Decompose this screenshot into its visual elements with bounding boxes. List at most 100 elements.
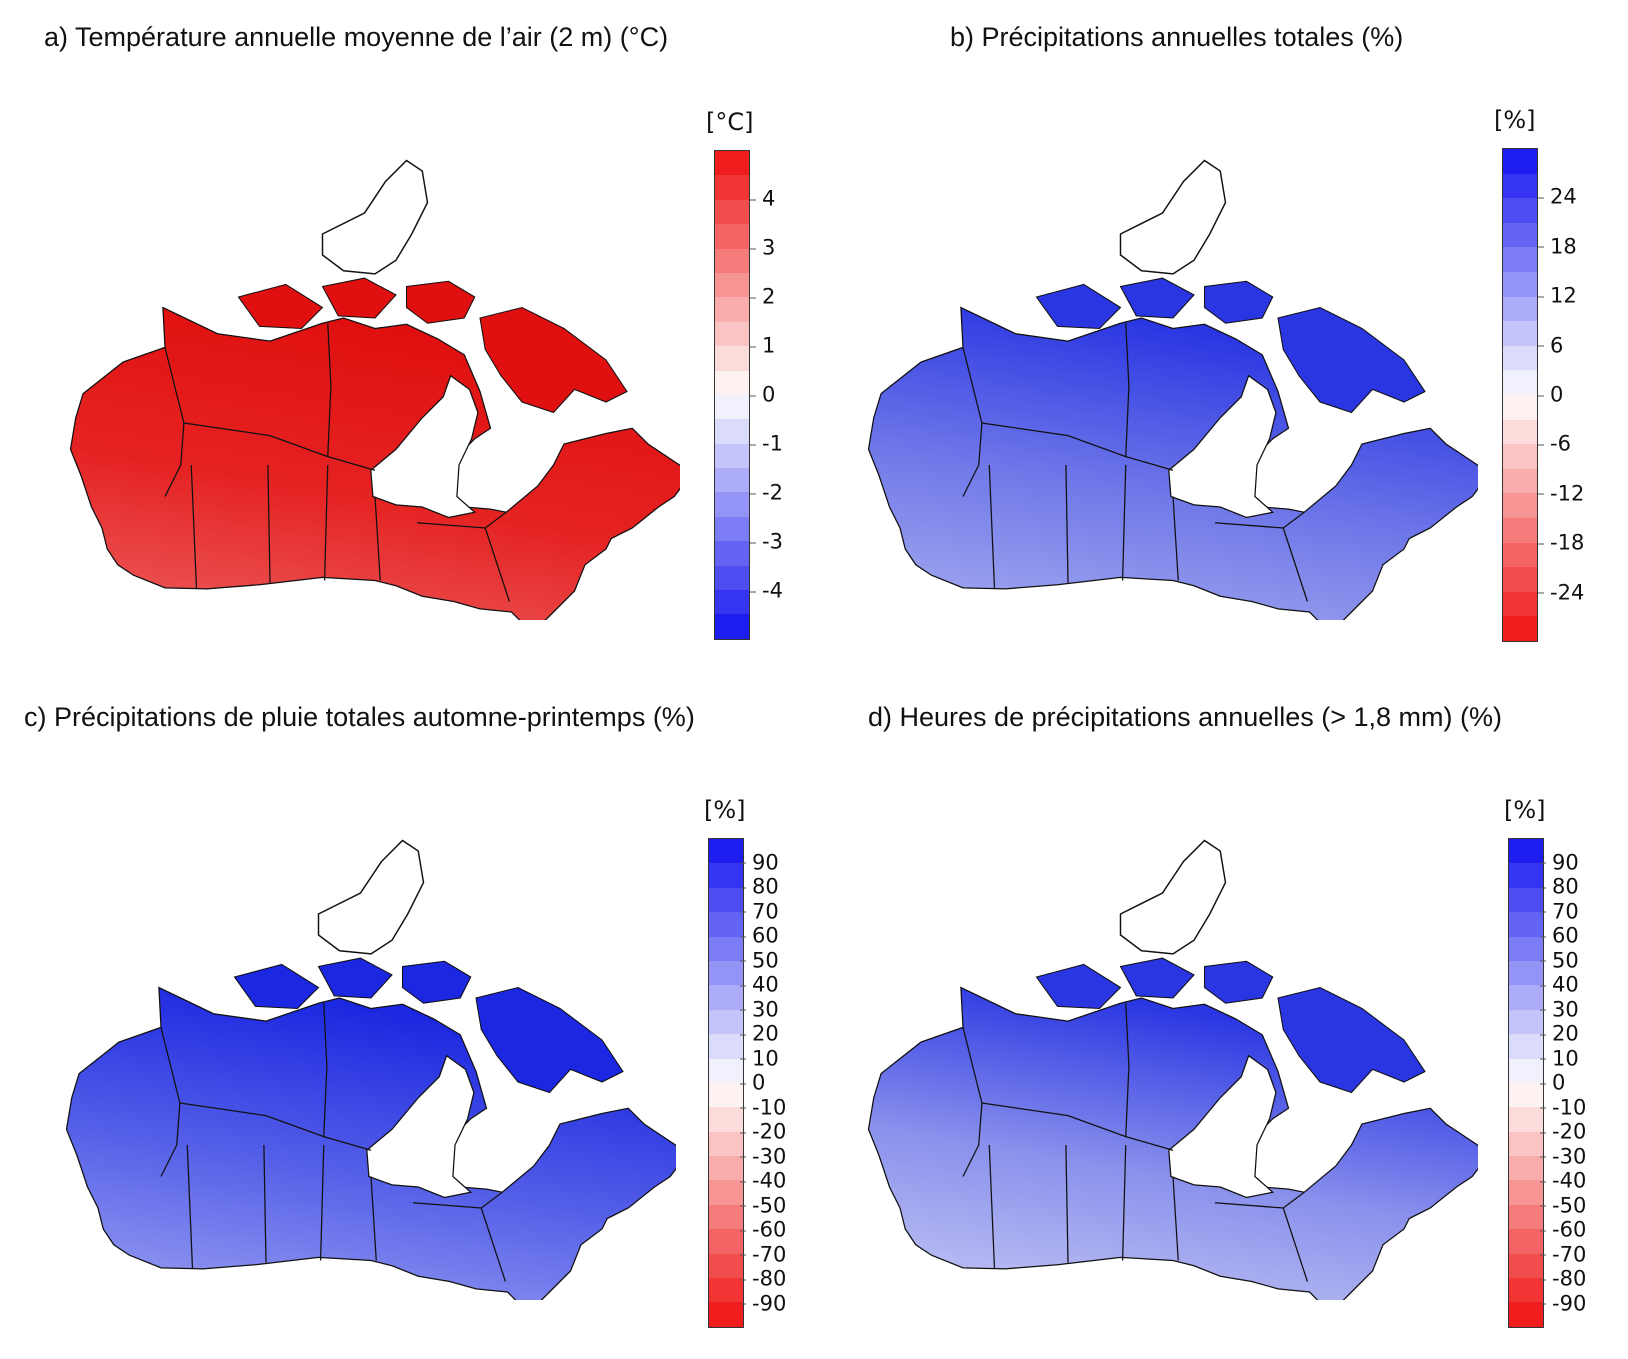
colorbar-segment	[715, 541, 749, 566]
provincial-boundary	[981, 422, 1174, 471]
colorbar-segment	[1509, 1131, 1543, 1157]
canada-map	[838, 100, 1478, 620]
colorbar-tick-label: -80	[1539, 1266, 1587, 1291]
colorbar-tick-label: 6	[1537, 333, 1564, 358]
colorbar-segment	[1503, 419, 1537, 445]
arctic-island	[1203, 960, 1274, 1004]
colorbar-segment	[715, 419, 749, 444]
provincial-boundary	[981, 1102, 1174, 1151]
colorbar-segment	[709, 1229, 743, 1254]
colorbar-unit: [°C]	[706, 108, 754, 136]
colorbar-tick-label: 70	[1540, 899, 1579, 923]
provincial-boundary	[323, 1003, 328, 1137]
colorbar-segment	[1503, 370, 1537, 395]
colorbar-segment	[709, 1156, 743, 1181]
mainland-region	[867, 986, 1478, 1300]
colorbar-tick-label: 10	[740, 1046, 779, 1070]
arctic-island	[233, 963, 320, 1010]
colorbar-segment	[1509, 1156, 1543, 1181]
colorbar-tick-label: -30	[739, 1144, 787, 1168]
colorbar-segment	[1509, 1082, 1543, 1108]
colorbar-segment	[1503, 542, 1537, 568]
colorbar-segment	[1509, 1253, 1543, 1279]
provincial-boundary	[1065, 464, 1069, 583]
provincial-boundary	[323, 464, 329, 581]
colorbar-tick-label: 0	[739, 1070, 766, 1095]
colorbar-segment	[715, 565, 749, 591]
colorbar-tick-label: -1	[750, 431, 783, 456]
colorbar-tick-label: 2	[749, 284, 776, 309]
provincial-boundary	[263, 1144, 267, 1263]
provincial-boundary	[988, 464, 996, 589]
colorbar-segment	[1503, 321, 1537, 346]
colorbar-segment	[709, 985, 743, 1010]
provincial-boundary	[1121, 464, 1127, 581]
ellesmere-island	[1119, 159, 1227, 275]
ellesmere-island	[317, 839, 425, 955]
colorbar-tick-label: 90	[740, 850, 779, 874]
colorbar-tick-label: -90	[1539, 1291, 1587, 1315]
provincial-boundary	[1282, 1207, 1308, 1282]
colorbar-segment	[1509, 1009, 1543, 1035]
panel-title: a) Température annuelle moyenne de l’air…	[44, 22, 669, 52]
provincial-boundary	[374, 496, 381, 581]
colorbar-segment	[1509, 1107, 1543, 1132]
colorbar-segment	[709, 1107, 743, 1132]
colorbar-tick-label: -10	[1539, 1095, 1587, 1119]
colorbar-segment	[709, 1253, 743, 1279]
colorbar-segment	[715, 516, 749, 542]
colorbar-segment	[1509, 985, 1543, 1010]
colorbar-tick-label: -30	[1539, 1144, 1587, 1168]
colorbar-tick-label: 40	[740, 972, 779, 997]
colorbar-segment	[1503, 517, 1537, 543]
colorbar-segment	[709, 839, 743, 864]
provincial-boundary	[164, 347, 185, 497]
colorbar-segment	[715, 151, 749, 176]
colorbar-tick-label: -80	[739, 1266, 787, 1291]
panel-a: a) Température annuelle moyenne de l’air…	[0, 0, 814, 679]
arctic-island	[1035, 283, 1122, 330]
colorbar-segment	[715, 468, 749, 493]
arctic-island	[1035, 963, 1122, 1010]
colorbar-segment	[1509, 1058, 1543, 1083]
colorbar-tick-label: 10	[1540, 1046, 1579, 1070]
colorbar-segment	[715, 297, 749, 322]
colorbar-segment	[1503, 345, 1537, 371]
colorbar	[708, 838, 744, 1328]
arctic-island	[1119, 277, 1195, 319]
colorbar-segment	[1509, 936, 1543, 961]
colorbar-segment	[715, 443, 749, 469]
colorbar-tick-label: -50	[1539, 1193, 1587, 1217]
colorbar-tick-label: -4	[750, 578, 783, 603]
colorbar-segment	[1503, 296, 1537, 322]
colorbar-segment	[1509, 1204, 1543, 1230]
canada-map	[838, 780, 1478, 1300]
provincial-boundary	[1125, 1003, 1130, 1137]
colorbar-segment	[1509, 960, 1543, 986]
colorbar-tick-label: 50	[740, 948, 779, 972]
colorbar-segment	[1503, 591, 1537, 617]
colorbar-tick-label: -40	[1539, 1168, 1587, 1193]
provincial-boundary	[484, 527, 510, 602]
colorbar-tick-label: 80	[1540, 874, 1579, 899]
map-svg	[69, 159, 680, 620]
colorbar-segment	[715, 224, 749, 249]
colorbar-segment	[709, 1278, 743, 1303]
provincial-boundary	[327, 323, 332, 457]
colorbar	[1502, 148, 1538, 642]
provincial-boundary	[1282, 527, 1308, 602]
provincial-boundary	[1121, 1144, 1127, 1261]
arctic-island	[321, 277, 397, 319]
provincial-boundary	[1065, 1144, 1069, 1263]
colorbar-segment	[715, 175, 749, 200]
provincial-boundary	[160, 1027, 181, 1177]
arctic-island	[1203, 280, 1274, 324]
colorbar-segment	[1509, 1034, 1543, 1059]
colorbar-tick-label: -90	[739, 1291, 787, 1315]
colorbar-unit: [%]	[1494, 106, 1536, 134]
provincial-boundary	[1172, 1176, 1179, 1261]
colorbar-segment	[1509, 912, 1543, 937]
canada-map	[36, 780, 676, 1300]
mainland-region	[69, 306, 680, 620]
colorbar-tick-label: -20	[739, 1119, 787, 1144]
